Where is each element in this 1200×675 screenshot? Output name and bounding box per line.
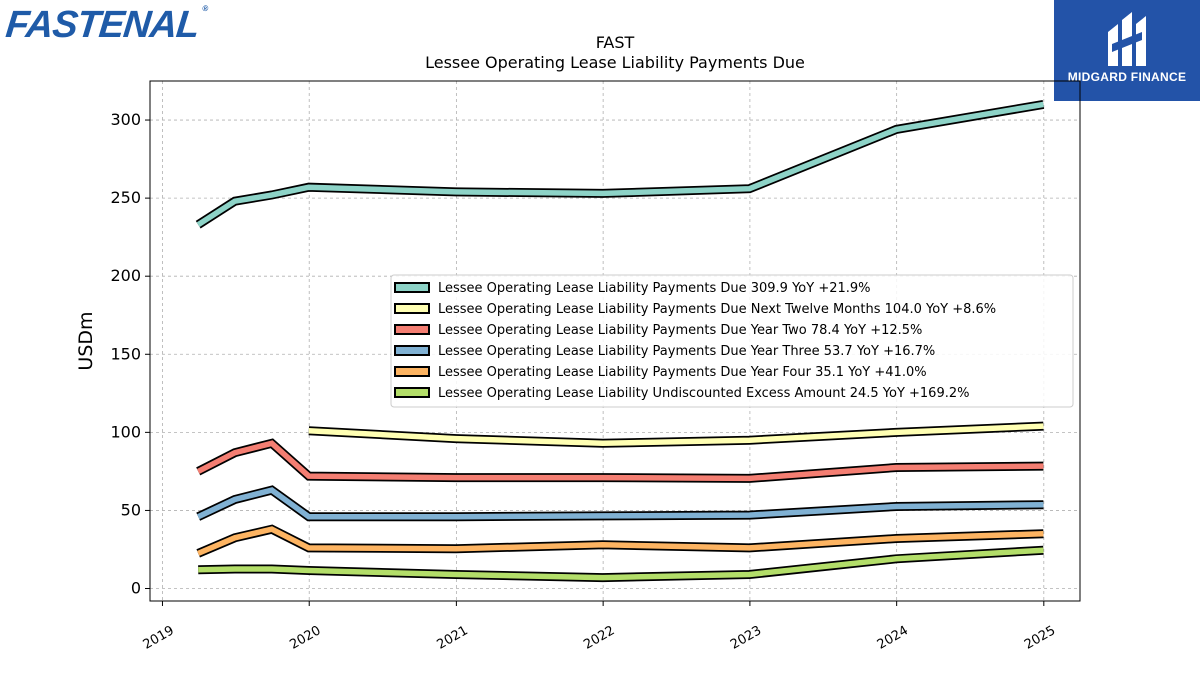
x-tick-label: 2025: [1022, 623, 1058, 653]
legend-entry: Lessee Operating Lease Liability Payment…: [438, 281, 871, 296]
legend-swatch: [394, 345, 430, 356]
legend: Lessee Operating Lease Liability Payment…: [390, 274, 1074, 408]
y-tick-label: 50: [121, 500, 141, 519]
x-tick-label: 2019: [141, 623, 177, 653]
legend-swatch: [394, 387, 430, 398]
y-axis-label: USDm: [75, 311, 97, 370]
series-line: [197, 526, 1044, 556]
series-line: [196, 101, 1044, 228]
x-tick-label: 2023: [728, 623, 764, 653]
legend-swatch: [394, 303, 430, 314]
legend-swatch: [394, 366, 430, 377]
legend-box: [390, 274, 1074, 408]
legend-entry: Lessee Operating Lease Liability Payment…: [438, 302, 996, 317]
x-tick-label: 2024: [875, 623, 911, 653]
series-line: [196, 440, 1044, 482]
series-line: [197, 487, 1044, 520]
y-axis-ticks: 0 50 100 150 200 250 300: [110, 110, 150, 598]
y-tick-label: 0: [131, 579, 141, 598]
legend-swatch: [394, 282, 430, 293]
x-tick-label: 2020: [287, 623, 323, 653]
y-tick-label: 200: [110, 266, 141, 285]
legend-entry: Lessee Operating Lease Liability Payment…: [438, 365, 927, 380]
legend-entry: Lessee Operating Lease Liability Undisco…: [438, 386, 969, 401]
y-tick-label: 100: [110, 422, 141, 441]
x-tick-label: 2022: [581, 623, 617, 653]
legend-entry: Lessee Operating Lease Liability Payment…: [438, 344, 935, 359]
midgard-mark-icon: [1108, 12, 1146, 66]
series-line-outline: [196, 485, 1044, 522]
legend-entry: Lessee Operating Lease Liability Payment…: [438, 323, 922, 338]
series-line: [198, 547, 1044, 581]
series-line-outline: [196, 438, 1044, 483]
plot-frame: [149, 80, 1081, 602]
y-tick-label: 150: [110, 344, 141, 363]
x-tick-label: 2021: [435, 623, 471, 653]
midgard-finance-badge: MIDGARD FINANCE: [1054, 0, 1200, 101]
series-line: [308, 423, 1044, 447]
midgard-finance-name: MIDGARD FINANCE: [1067, 70, 1187, 84]
chart-title: FAST: [596, 33, 635, 52]
chart-subtitle: Lessee Operating Lease Liability Payment…: [425, 53, 805, 72]
legend-swatch: [394, 324, 430, 335]
series-lines: [195, 99, 1045, 583]
series-line-outline: [195, 99, 1045, 229]
y-tick-label: 300: [110, 110, 141, 129]
y-tick-label: 250: [110, 188, 141, 207]
x-axis-ticks: 2019 2020 2021 2022 2023 2024 2025: [141, 601, 1058, 653]
